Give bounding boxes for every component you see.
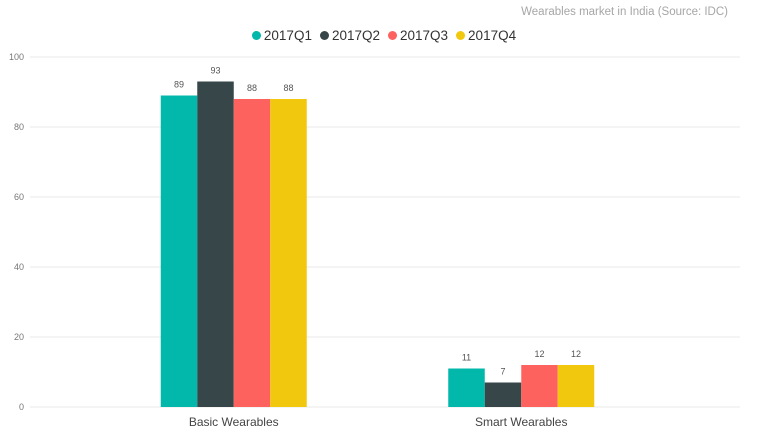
legend-label: 2017Q2 xyxy=(331,28,380,43)
data-label: 12 xyxy=(571,349,581,359)
legend-item-2017q3[interactable]: 2017Q3 xyxy=(388,28,448,43)
bar-2017q2-basic-wearables[interactable] xyxy=(197,81,234,408)
legend-item-2017q2[interactable]: 2017Q2 xyxy=(319,28,380,43)
data-label: 88 xyxy=(283,83,293,93)
bar-2017q3-basic-wearables[interactable] xyxy=(233,99,271,407)
y-axis-ticks: 0 20 40 60 80 100 xyxy=(9,52,24,412)
y-tick-label: 40 xyxy=(14,262,24,272)
y-tick-label: 60 xyxy=(14,192,24,202)
y-tick-label: 20 xyxy=(14,332,24,342)
legend-item-2017q4[interactable]: 2017Q4 xyxy=(456,28,516,43)
legend-label: 2017Q4 xyxy=(468,28,517,43)
y-tick-label: 0 xyxy=(19,402,24,412)
legend: 2017Q1 2017Q2 2017Q3 2017Q4 xyxy=(0,28,768,43)
data-labels: 89 93 88 88 11 7 12 12 xyxy=(174,66,581,377)
x-axis-categories: Basic Wearables Smart Wearables xyxy=(189,415,568,429)
y-tick-label: 100 xyxy=(9,52,24,62)
data-label: 93 xyxy=(210,66,220,76)
legend-swatch xyxy=(388,31,397,40)
data-label: 11 xyxy=(462,353,471,363)
category-label: Smart Wearables xyxy=(475,415,567,429)
legend-swatch xyxy=(456,31,466,40)
legend-label: 2017Q3 xyxy=(400,28,449,43)
bar-2017q3-smart-wearables[interactable] xyxy=(521,365,558,407)
category-label: Basic Wearables xyxy=(189,415,279,429)
data-label: 7 xyxy=(500,367,505,377)
data-label: 88 xyxy=(247,83,257,93)
legend-item-2017q1[interactable]: 2017Q1 xyxy=(251,28,312,43)
legend-label: 2017Q1 xyxy=(263,28,312,43)
bar-2017q2-smart-wearables[interactable] xyxy=(484,382,522,408)
y-tick-label: 80 xyxy=(14,122,24,132)
bar-2017q4-smart-wearables[interactable] xyxy=(557,365,595,407)
gridlines xyxy=(30,56,740,408)
data-label: 89 xyxy=(174,80,184,90)
bar-2017q4-basic-wearables[interactable] xyxy=(270,99,307,407)
bar-2017q1-smart-wearables[interactable] xyxy=(448,368,485,408)
chart-title: Wearables market in India (Source: IDC) xyxy=(521,6,728,18)
legend-swatch xyxy=(319,31,329,40)
data-label: 12 xyxy=(534,349,544,359)
legend-swatch xyxy=(251,31,261,40)
bar-2017q1-basic-wearables[interactable] xyxy=(160,95,198,408)
bars xyxy=(160,81,595,408)
